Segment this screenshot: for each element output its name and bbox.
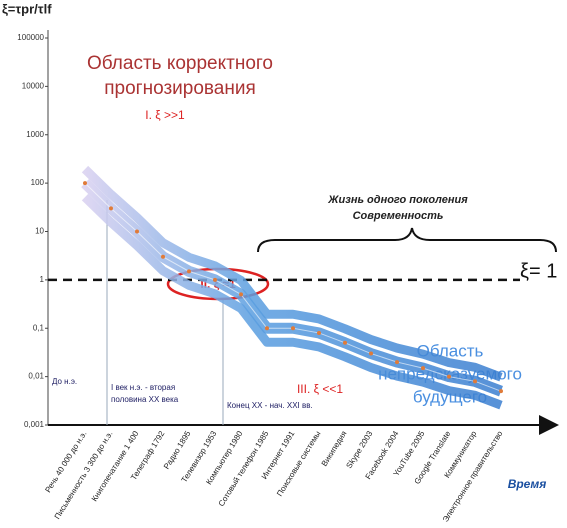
point	[109, 206, 113, 211]
trend-ribbon	[81, 193, 503, 410]
annotation: До н.э.	[52, 377, 77, 386]
annotation: Жизнь одного поколения	[327, 194, 468, 206]
trend-ribbon	[81, 165, 503, 382]
point	[161, 254, 165, 259]
point	[187, 269, 191, 274]
point	[343, 340, 347, 345]
point	[265, 326, 269, 331]
point	[317, 330, 321, 335]
y-tick-label: 0,01	[28, 372, 44, 381]
chart-title: ξ=τpr/τlf	[2, 1, 52, 16]
point	[421, 366, 425, 371]
point	[447, 374, 451, 379]
y-tick-label: 10	[35, 227, 44, 236]
y-tick-label: 100	[31, 178, 45, 187]
annotation: I век н.э. - вторая	[111, 383, 175, 392]
annotation: Конец XX - нач. XXI вв.	[227, 401, 313, 410]
annotation: Современность	[353, 210, 444, 222]
y-tick-label: 1	[40, 275, 45, 284]
y-tick-label: 100000	[17, 33, 44, 42]
point	[135, 229, 139, 234]
point	[239, 292, 243, 297]
point	[213, 277, 217, 282]
point	[473, 379, 477, 384]
y-tick-label: 0,1	[33, 323, 45, 332]
point	[83, 181, 87, 186]
annotation: III. ξ <<1	[297, 382, 343, 396]
annotation: прогнозирования	[104, 78, 256, 99]
y-tick-label: 1000	[26, 130, 44, 139]
x-tick-label: Сотовый телефон 1985	[217, 429, 271, 508]
y-tick-label: 0,001	[24, 420, 45, 429]
annotation: Область корректного	[87, 53, 273, 74]
annotation: ξ= 1	[520, 260, 557, 282]
x-tick-label: Книгопечатание 1 400	[90, 429, 141, 503]
x-tick-label: Википедия	[320, 429, 349, 468]
point	[499, 389, 503, 394]
brace	[257, 227, 557, 253]
annotation: половина XX века	[111, 395, 179, 404]
y-tick-label: 10000	[22, 81, 45, 90]
point	[369, 351, 373, 356]
point	[395, 360, 399, 365]
x-axis-label: Время	[508, 477, 547, 491]
point	[291, 326, 295, 331]
annotation: I. ξ >>1	[145, 108, 185, 122]
